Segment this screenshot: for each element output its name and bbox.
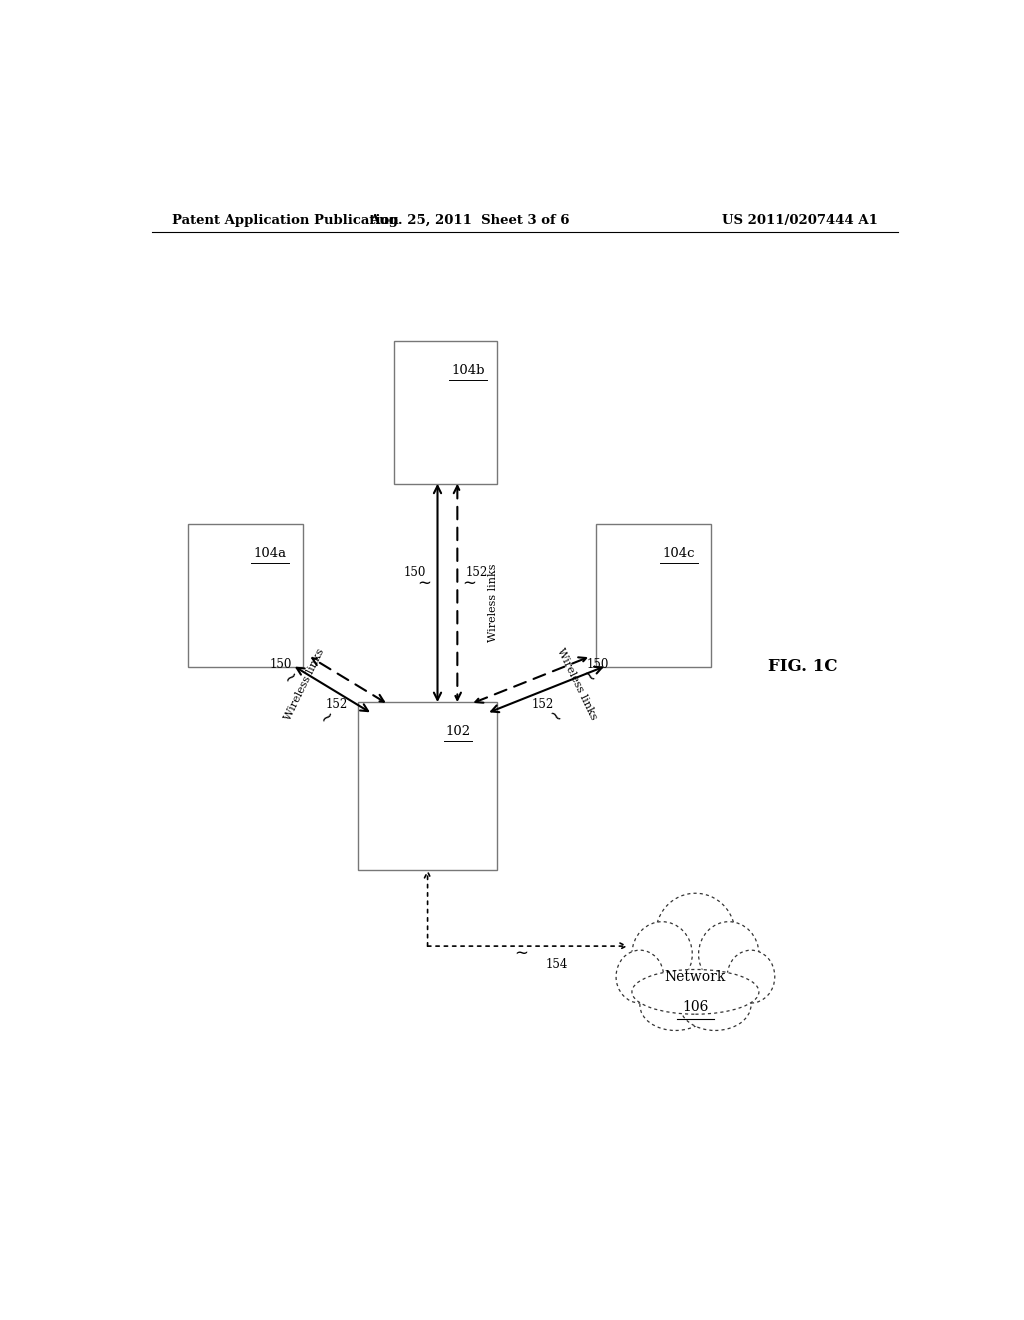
Text: ∼: ∼ [514, 944, 527, 962]
Text: Aug. 25, 2011  Sheet 3 of 6: Aug. 25, 2011 Sheet 3 of 6 [369, 214, 569, 227]
Text: 150: 150 [587, 657, 609, 671]
Text: US 2011/0207444 A1: US 2011/0207444 A1 [722, 214, 878, 227]
Text: 102: 102 [445, 725, 471, 738]
Ellipse shape [680, 979, 751, 1031]
Bar [596, 524, 712, 667]
Text: Network: Network [665, 970, 726, 983]
Text: 104a: 104a [254, 546, 287, 560]
Ellipse shape [632, 921, 692, 987]
Text: 106: 106 [682, 1001, 709, 1014]
Text: Wireless links: Wireless links [555, 647, 598, 722]
Text: 104b: 104b [452, 364, 485, 376]
Text: 152: 152 [466, 566, 488, 579]
Text: ∼: ∼ [417, 574, 431, 591]
Bar [358, 702, 497, 870]
Text: 104c: 104c [663, 546, 695, 560]
Bar [394, 342, 497, 483]
Ellipse shape [698, 921, 759, 987]
Ellipse shape [655, 894, 735, 974]
Text: ∼: ∼ [462, 574, 476, 591]
Text: 154: 154 [546, 958, 567, 972]
Text: ∼: ∼ [280, 665, 302, 688]
Text: 152: 152 [531, 698, 554, 711]
Ellipse shape [640, 979, 712, 1031]
Ellipse shape [616, 950, 664, 1003]
Text: ∼: ∼ [577, 665, 599, 688]
Text: 150: 150 [269, 657, 292, 671]
Ellipse shape [727, 950, 775, 1003]
Text: Wireless links: Wireless links [283, 647, 327, 722]
Text: FIG. 1C: FIG. 1C [768, 659, 838, 675]
Text: 150: 150 [404, 566, 426, 579]
Text: ∼: ∼ [315, 706, 338, 729]
Text: Wireless links: Wireless links [488, 564, 498, 643]
Bar [187, 524, 303, 667]
Text: Patent Application Publication: Patent Application Publication [172, 214, 398, 227]
Ellipse shape [632, 969, 759, 1014]
Text: 152: 152 [326, 698, 347, 711]
Text: ∼: ∼ [544, 706, 565, 729]
